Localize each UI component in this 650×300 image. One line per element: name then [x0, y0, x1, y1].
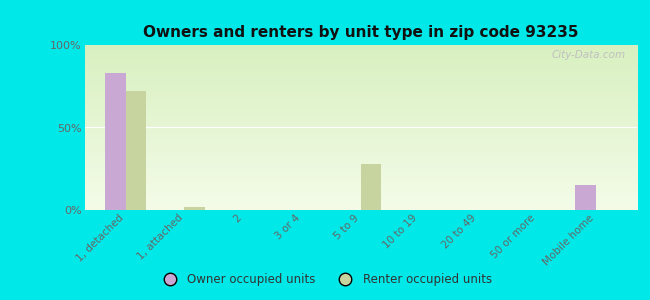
Bar — [361, 164, 382, 210]
Bar — [575, 185, 596, 210]
Bar — [105, 73, 125, 210]
Title: Owners and renters by unit type in zip code 93235: Owners and renters by unit type in zip c… — [143, 25, 578, 40]
Legend: Owner occupied units, Renter occupied units: Owner occupied units, Renter occupied un… — [153, 269, 497, 291]
Text: City-Data.com: City-Data.com — [552, 50, 626, 60]
Bar — [125, 91, 146, 210]
Bar — [185, 207, 205, 210]
